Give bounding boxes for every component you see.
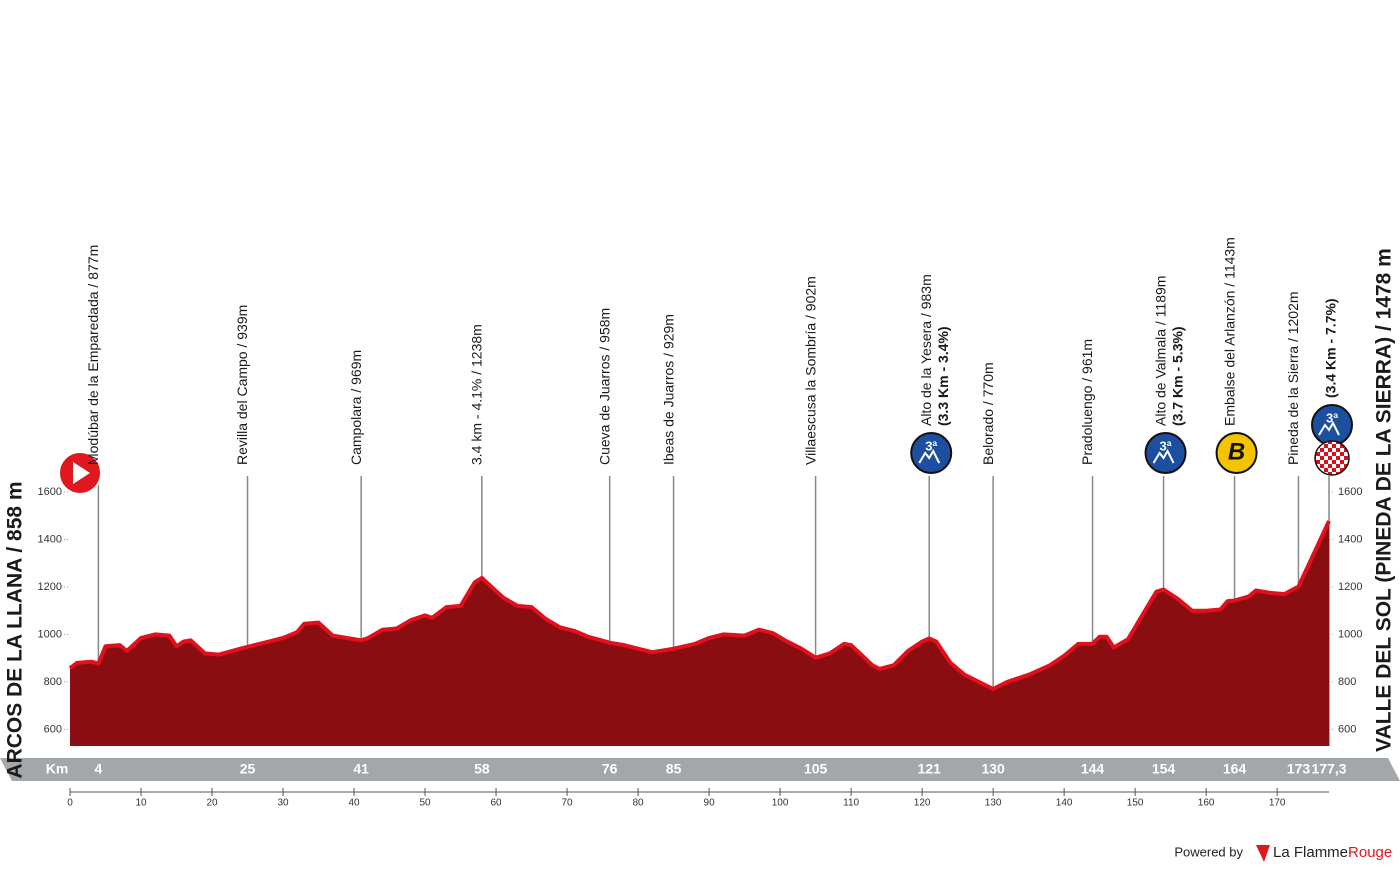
y-tick-label: 600 (44, 723, 62, 735)
waypoint-name: Alto de la Yesera / 983m (918, 274, 934, 426)
waypoint-km: 177,3 (1311, 761, 1346, 777)
waypoint-detail: (3.3 Km - 3.4%) (935, 326, 951, 426)
waypoint-km: 58 (474, 761, 490, 777)
waypoint-name: Ibeas de Juarros / 929m (660, 314, 676, 465)
brand-logo (1256, 845, 1270, 862)
climb-badge-label: 3ª (925, 438, 937, 453)
x-tick-label: 110 (843, 798, 859, 809)
waypoint-km: 105 (804, 761, 828, 777)
x-tick-label: 30 (277, 798, 289, 809)
y-tick-label-right: 1000 (1338, 628, 1362, 640)
waypoint-km: 164 (1223, 761, 1247, 777)
waypoint-detail: (3.7 Km - 5.3%) (1169, 326, 1185, 426)
x-tick-label: 80 (633, 798, 645, 809)
climb-badge-mountain (1318, 420, 1340, 436)
start-label: ARCOS DE LA LLANA / 858 m (4, 481, 27, 778)
waypoint-km: 130 (981, 761, 1005, 777)
km-bar (0, 758, 1400, 781)
waypoint-name: Alto de Valmala / 1189m (1152, 276, 1168, 426)
y-tick-label-right: 600 (1338, 723, 1356, 735)
brand-name: La Flamme (1273, 844, 1348, 861)
y-tick-label: 1400 (38, 533, 62, 545)
waypoint-name: 3.4 km - 4.1% / 1238m (469, 324, 485, 465)
x-tick-label: 70 (562, 798, 574, 809)
climb-badge-mountain (918, 448, 941, 464)
y-tick-label-right: 1600 (1338, 486, 1362, 498)
waypoint-name: Cueva de Juarros / 958m (596, 308, 612, 465)
waypoint-name: Embalse del Arlanzón / 1143m (1221, 237, 1237, 426)
finish-flag (1314, 440, 1350, 476)
climb-badge-label: 3ª (1326, 410, 1338, 425)
waypoint-name: Pineda de la Sierra / 1202m (1285, 291, 1301, 465)
waypoint-km: 4 (95, 761, 103, 777)
waypoint-km: 154 (1152, 761, 1176, 777)
elevation-edge (68, 520, 1331, 691)
waypoint-name: Modúbar de la Emparedada / 877m (85, 245, 101, 465)
finish-label: VALLE DEL SOL (PINEDA DE LA SIERRA) / 14… (1373, 248, 1396, 752)
x-tick-label: 60 (490, 798, 502, 809)
km-label: Km (46, 761, 69, 777)
x-tick-label: 160 (1198, 798, 1215, 809)
waypoint-detail: (3.4 Km - 7.7%) (1323, 298, 1339, 398)
x-tick-label: 40 (348, 798, 360, 809)
waypoint-name: Villaescusa la Sombría / 902m (802, 276, 818, 465)
brand-accent: Rouge (1348, 844, 1392, 861)
start-arrow (73, 462, 90, 484)
waypoint-km: 41 (353, 761, 369, 777)
waypoint-km: 121 (918, 761, 942, 777)
climb-badge-mountain (1152, 448, 1175, 464)
x-tick-label: 20 (206, 798, 218, 809)
waypoint-name: Campolara / 969m (348, 350, 364, 465)
y-tick-label: 1200 (38, 581, 62, 593)
x-tick-label: 170 (1269, 798, 1286, 809)
waypoint-km: 173 (1287, 761, 1311, 777)
y-tick-label: 800 (44, 676, 62, 688)
x-tick-label: 10 (135, 798, 147, 809)
x-tick-label: 130 (985, 798, 1002, 809)
x-tick-label: 100 (772, 798, 789, 809)
brand: La FlammeRouge (1273, 844, 1392, 861)
waypoint-km: 85 (666, 761, 682, 777)
x-tick-label: 50 (419, 798, 431, 809)
x-tick-label: 140 (1056, 798, 1073, 809)
y-tick-label-right: 800 (1338, 676, 1356, 688)
y-tick-label: 1000 (38, 628, 62, 640)
y-tick-label-right: 1400 (1338, 533, 1362, 545)
x-tick-label: 120 (914, 798, 931, 809)
climb-badge (1215, 432, 1258, 474)
y-tick-label: 1600 (38, 486, 62, 498)
waypoint-name: Revilla del Campo / 939m (234, 305, 250, 465)
waypoint-km: 25 (240, 761, 256, 777)
x-tick-label: 150 (1127, 798, 1144, 809)
waypoint-km: 76 (602, 761, 618, 777)
climb-badge-label: 3ª (1160, 438, 1172, 453)
powered-by: Powered by (1174, 844, 1243, 859)
waypoint-name: Belorado / 770m (980, 362, 996, 465)
waypoint-name: Pradoluengo / 961m (1079, 339, 1095, 465)
elevation-area (70, 521, 1329, 746)
waypoint-km: 144 (1081, 761, 1105, 777)
x-tick-label: 90 (704, 798, 716, 809)
y-tick-label-right: 1200 (1338, 581, 1362, 593)
x-tick-label: 0 (67, 798, 73, 809)
climb-badge-label: B (1228, 438, 1245, 465)
